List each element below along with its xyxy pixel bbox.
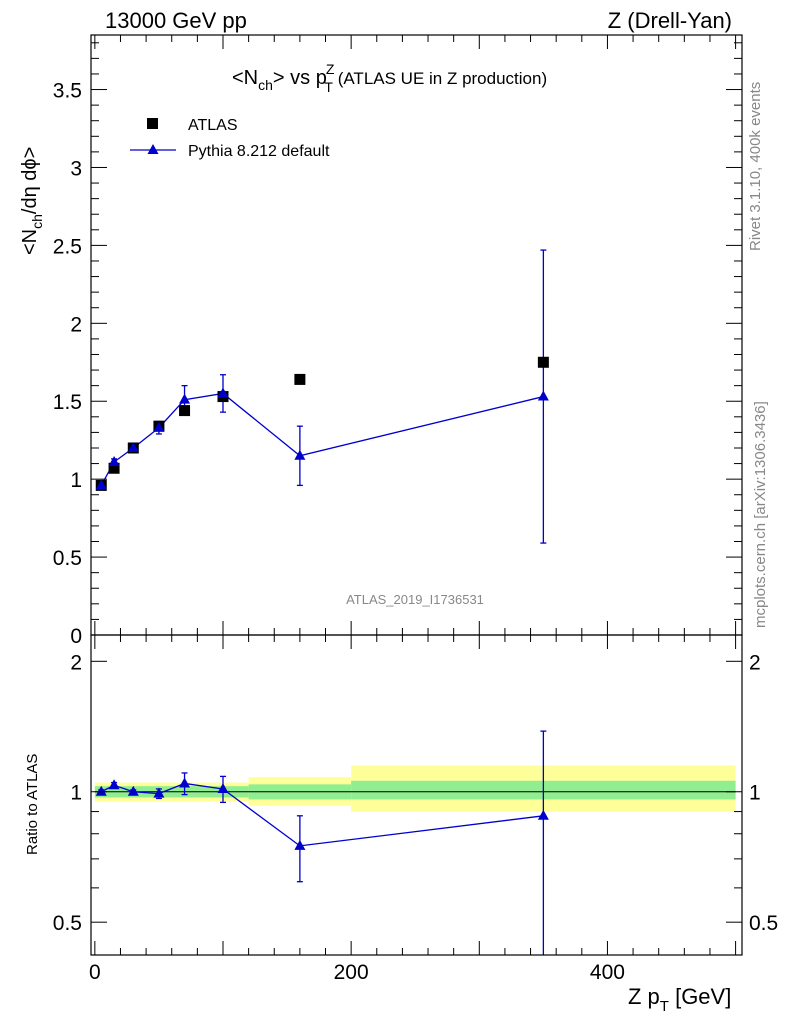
main-y-tick-label: 1	[70, 469, 82, 492]
atlas-data-point	[108, 462, 120, 474]
header-left: 13000 GeV pp	[105, 8, 247, 33]
ratio-pythia-point	[127, 785, 139, 796]
pythia-point	[294, 449, 306, 460]
pythia-point	[127, 441, 139, 452]
x-tick-label: 0	[89, 961, 101, 984]
ratio-y-tick-label: 0.5	[53, 912, 82, 935]
pythia-point	[108, 456, 120, 467]
x-axis-title: Z pT [GeV]	[628, 984, 731, 1015]
ratio-y-tick-label-right: 2	[749, 651, 761, 674]
ratio-pythia-point	[294, 839, 306, 850]
pythia-line	[100, 392, 544, 486]
ratio-pythia-point	[179, 777, 191, 788]
legend-pythia-marker	[147, 144, 159, 154]
ratio-y-axis-title: Ratio to ATLAS	[24, 754, 41, 855]
legend-atlas-label: ATLAS	[188, 117, 238, 134]
rivet-label: Rivet 3.1.10, 400k events	[747, 82, 764, 251]
legend: ATLAS Pythia 8.212 default	[130, 117, 330, 160]
atlas-data-point	[294, 373, 306, 385]
axes-layer: 0 200 400 0 0.5 1 1.5 2 2.5 3 3.5 0.5 0.5 1 1 2 2	[53, 34, 778, 984]
main-y-tick-label: 2	[70, 313, 82, 336]
ratio-y-tick-label-right: 1	[749, 782, 761, 805]
ratio-pythia-point	[108, 779, 120, 790]
pythia-point	[153, 421, 165, 432]
mcplots-label: mcplots.cern.ch [arXiv:1306.3436]	[752, 401, 769, 628]
ratio-pythia-point	[217, 782, 229, 793]
chart-title: <Nch> vs pZ T (ATLAS UE in Z production)	[232, 61, 547, 95]
atlas-data-point	[179, 405, 191, 417]
main-y-tick-label: 3.5	[53, 80, 82, 103]
header-right: Z (Drell-Yan)	[608, 8, 732, 33]
ratio-y-tick-label: 1	[70, 782, 82, 805]
analysis-watermark: ATLAS_2019_I1736531	[346, 592, 484, 607]
ratio-y-tick-label-right: 0.5	[749, 912, 778, 935]
x-tick-label: 200	[334, 961, 369, 984]
pythia-point	[217, 387, 229, 398]
main-y-tick-label: 3	[70, 157, 82, 180]
main-y-axis-title: <Nch/dη dϕ>	[19, 147, 45, 255]
atlas-data-point	[537, 356, 549, 368]
ratio-panel-frame	[90, 634, 743, 956]
main-y-tick-label: 1.5	[53, 391, 82, 414]
legend-pythia-label: Pythia 8.212 default	[188, 143, 330, 160]
ratio-pythia-point	[153, 787, 165, 798]
ratio-uncertainty-bands	[94, 765, 736, 812]
x-tick-label: 400	[590, 961, 625, 984]
ratio-y-tick-label: 2	[70, 651, 82, 674]
main-y-tick-label: 2.5	[53, 235, 82, 258]
ratio-pythia-point	[95, 785, 107, 796]
pythia-point	[537, 390, 549, 401]
legend-atlas-marker	[147, 118, 158, 129]
main-y-tick-label: 0	[70, 625, 82, 648]
pythia-point	[179, 393, 191, 404]
main-y-tick-label: 0.5	[53, 547, 82, 570]
pythia-point	[95, 479, 107, 490]
ratio-pythia-point	[537, 809, 549, 820]
series-layer	[95, 249, 549, 955]
